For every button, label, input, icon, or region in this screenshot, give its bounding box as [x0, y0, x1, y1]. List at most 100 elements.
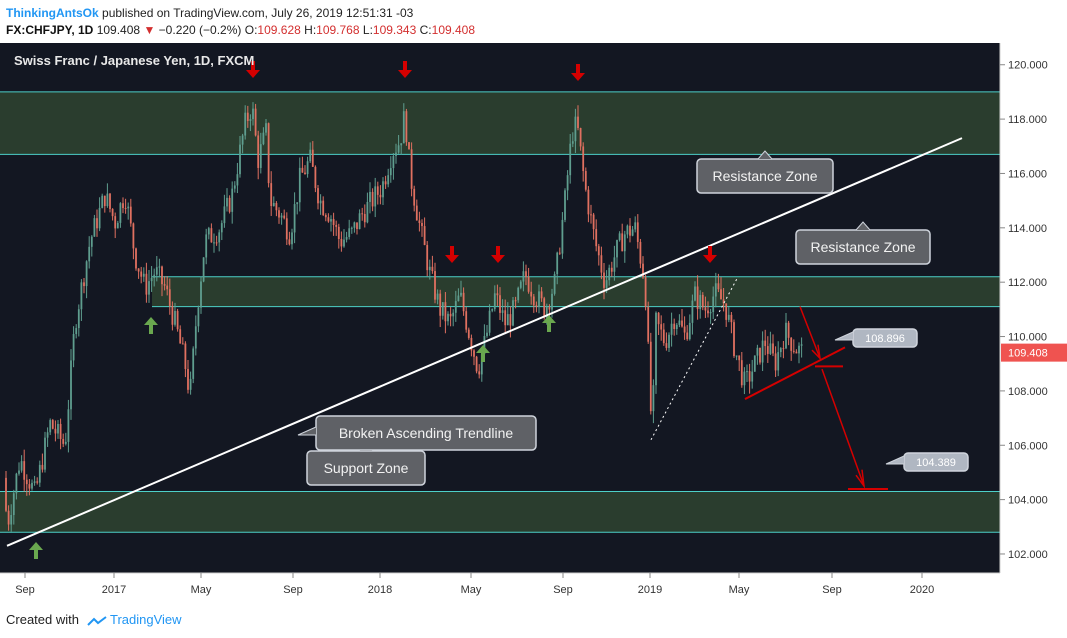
projection-arrow-2 [821, 368, 865, 487]
candle-body [285, 218, 288, 240]
candle-body [556, 252, 559, 275]
candle-body [670, 323, 673, 335]
candle-body [522, 271, 525, 282]
candle-body [558, 252, 561, 254]
down-triangle-icon: ▼ [143, 23, 156, 37]
candle-body [618, 233, 621, 241]
candle-body [587, 189, 590, 215]
candle-body [358, 213, 361, 230]
candle-body [496, 293, 499, 296]
candle-body [374, 186, 377, 207]
candle-body [348, 228, 351, 238]
candle-body [194, 326, 197, 349]
candle-body [283, 215, 286, 219]
header-line-2: FX:CHFJPY, 1D 109.408 ▼ −0.220 (−0.2%) O… [6, 22, 475, 39]
candle-body [233, 185, 236, 189]
candle-body [361, 213, 364, 215]
candle-body [662, 329, 665, 344]
candle-body [96, 218, 98, 229]
candle-body [296, 202, 299, 205]
candle-body [265, 123, 267, 133]
tradingview-brand[interactable]: TradingView [110, 612, 182, 627]
x-tick-label: 2017 [102, 584, 126, 596]
candle-body [207, 228, 210, 235]
candle-body [356, 222, 358, 230]
y-tick-label: 116.000 [1008, 168, 1047, 180]
candle-body [72, 334, 75, 361]
projection-arrow-1 [799, 306, 821, 359]
support-zone-label[interactable]: Support Zone [306, 442, 426, 486]
candle-body [475, 356, 478, 372]
candle-body [384, 181, 387, 185]
candle-body [501, 310, 504, 313]
price-chart[interactable]: Resistance Zone Resistance Zone Support Zo… [0, 43, 1067, 603]
candle-body [543, 298, 546, 318]
candle-body [158, 266, 161, 268]
candle-body [553, 274, 556, 294]
candle-body [561, 219, 564, 254]
candle-body [249, 119, 252, 121]
candle-body [413, 188, 416, 206]
candle-body [122, 203, 124, 209]
candle-body [600, 255, 603, 273]
chart-area[interactable]: Resistance Zone Resistance Zone Support Zo… [0, 43, 1067, 603]
resistance-zone-label-middle[interactable]: Resistance Zone [795, 221, 931, 265]
candle-body [15, 473, 18, 494]
candle-body [168, 289, 171, 306]
candle-body [88, 246, 91, 262]
candle-body [93, 218, 96, 237]
target-label-2[interactable]: 104.389 [885, 452, 969, 472]
candle-body [421, 222, 423, 227]
candle-body [460, 292, 462, 296]
target-label-1[interactable]: 108.896 [834, 328, 918, 348]
candle-body [244, 112, 247, 136]
candle-body [686, 332, 689, 340]
candle-body [491, 309, 494, 311]
candle-body [769, 343, 772, 354]
candle-body [410, 149, 413, 189]
candle-body [727, 314, 730, 320]
x-tick-label: Sep [553, 584, 573, 596]
candle-body [467, 329, 470, 338]
candle-body [465, 311, 468, 330]
candle-body [262, 132, 265, 145]
candle-body [457, 295, 460, 302]
candle-body [257, 135, 260, 168]
candle-body [605, 280, 608, 288]
candle-body [530, 291, 533, 297]
arrow-up-icon [144, 317, 158, 334]
candle-body [649, 341, 652, 412]
candle-body [704, 307, 707, 311]
resistance-zone-label-upper[interactable]: Resistance Zone [696, 150, 834, 194]
candle-body [660, 324, 663, 330]
candle-body [738, 355, 741, 361]
candle-body [218, 232, 221, 243]
trendline-label[interactable]: Broken Ascending Trendline [297, 415, 537, 451]
candle-body [236, 174, 239, 186]
candle-body [259, 144, 262, 168]
candle-body [626, 225, 629, 235]
candle-body [231, 188, 234, 212]
candle-body [343, 239, 345, 247]
candle-body [701, 294, 704, 308]
tradingview-logo-icon [86, 615, 107, 626]
ascending-trendline [6, 137, 963, 547]
candle-body [785, 322, 787, 349]
candle-body [90, 236, 93, 247]
candle-body [33, 481, 36, 483]
candle-body [545, 306, 548, 318]
arrow-down-icon [703, 246, 717, 263]
candle-body [790, 337, 793, 351]
low-label: L: [362, 23, 373, 37]
candle-body [473, 350, 475, 357]
candle-body [673, 323, 676, 330]
arrow-up-icon [29, 542, 43, 559]
high-value: 109.768 [316, 23, 360, 37]
candle-body [519, 281, 522, 288]
candle-body [306, 161, 309, 175]
candle-body [759, 347, 761, 363]
candle-body [647, 307, 650, 342]
author-link[interactable]: ThinkingAntsOk [6, 6, 99, 20]
y-tick-label: 120.000 [1008, 60, 1048, 72]
candle-body [20, 461, 23, 471]
